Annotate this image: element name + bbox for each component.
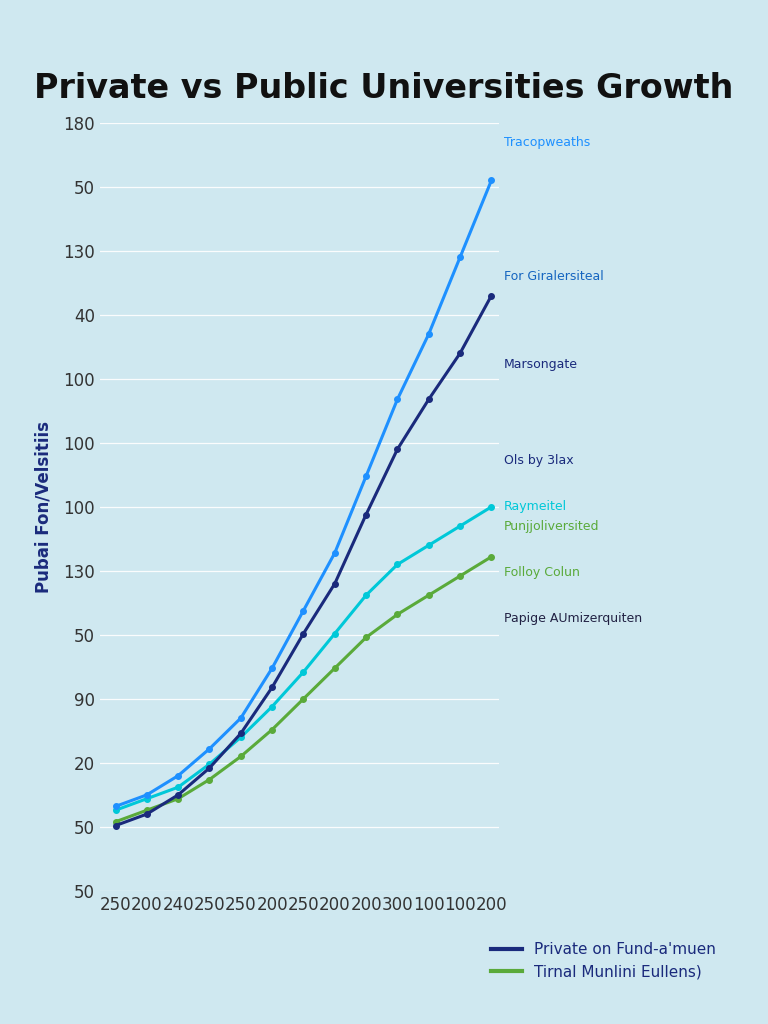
Text: Tracopweaths: Tracopweaths [504,135,590,148]
Text: Folloy Colun: Folloy Colun [504,565,580,579]
Text: Ols by 3lax: Ols by 3lax [504,455,574,467]
Y-axis label: Pubai Fon/Velsitiis: Pubai Fon/Velsitiis [34,421,52,593]
Text: Papige AUmizerquiten: Papige AUmizerquiten [504,611,642,625]
Text: Raymeitel: Raymeitel [504,501,567,513]
Text: Marsongate: Marsongate [504,358,578,372]
Legend: Private on Fund-a'muen, Tirnal Munlini Eullens): Private on Fund-a'muen, Tirnal Munlini E… [485,936,722,986]
Text: Private vs Public Universities Growth: Private vs Public Universities Growth [35,72,733,104]
Text: Punjjoliversited: Punjjoliversited [504,519,599,532]
Text: For Giralersiteal: For Giralersiteal [504,270,604,283]
